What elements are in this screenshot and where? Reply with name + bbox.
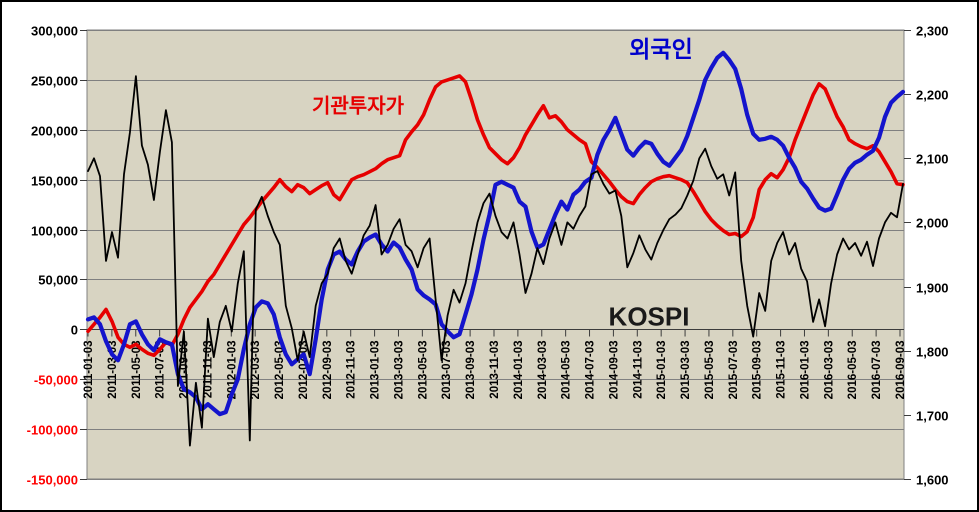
x-axis-tick-label: 2014-01-03 (513, 341, 525, 400)
x-axis-tick-label: 2011-05-03 (131, 341, 143, 399)
x-axis-tick-label: 2015-01-03 (656, 341, 668, 400)
x-axis-tick-label: 2014-03-03 (537, 341, 549, 400)
x-axis-tick-label: 2015-05-03 (704, 341, 716, 400)
right-axis-tick-label: 1,900 (916, 281, 949, 296)
plot-area (86, 29, 905, 480)
left-axis-tick-label: 300,000 (31, 24, 78, 39)
left-axis-tick-label: 50,000 (38, 273, 78, 288)
foreign-series-label: 외국인 (629, 36, 693, 62)
left-axis-tick-label: 200,000 (31, 124, 78, 139)
left-axis-tick-label: -100,000 (27, 423, 78, 438)
x-axis-tick-label: 2012-05-03 (274, 341, 286, 400)
right-axis-tick-label: 2,100 (916, 152, 949, 167)
x-axis-tick-label: 2014-11-03 (632, 341, 644, 399)
kospi-series-label: KOSPI (608, 301, 690, 332)
x-axis-tick-label: 2016-09-03 (895, 341, 907, 400)
institutional-series-label: 기관투자가 (312, 95, 404, 118)
kospi-line (87, 75, 904, 447)
x-axis-tick-label: 2015-03-03 (680, 341, 692, 400)
x-axis-tick-label: 2016-07-03 (871, 341, 883, 400)
right-axis-tick-label: 1,800 (916, 345, 949, 360)
x-axis-tick-label: 2015-11-03 (776, 341, 788, 399)
x-axis-tick-label: 2014-05-03 (561, 341, 573, 400)
x-axis-tick-label: 2012-11-03 (346, 341, 358, 399)
x-axis-tick-label: 2014-09-03 (608, 341, 620, 400)
x-axis-tick-label: 2013-05-03 (417, 341, 429, 400)
right-axis-tick-label: 2,300 (916, 24, 949, 39)
left-axis-tick-label: -50,000 (34, 373, 78, 388)
left-axis-tick-label: 0 (71, 323, 78, 338)
left-axis-tick-label: -150,000 (27, 473, 78, 488)
foreign-line (85, 50, 906, 417)
x-axis-tick-label: 2013-03-03 (393, 341, 405, 400)
x-axis-tick-label: 2011-03-03 (107, 341, 119, 399)
institutional-line (86, 74, 905, 358)
x-axis-tick-label: 2013-07-03 (441, 341, 453, 400)
x-axis-tick-label: 2013-09-03 (465, 341, 477, 400)
x-axis-tick-label: 2015-07-03 (728, 341, 740, 400)
right-axis-tick-label: 1,600 (916, 473, 949, 488)
x-axis-tick-label: 2015-09-03 (752, 341, 764, 400)
x-axis-tick-label: 2016-05-03 (847, 341, 859, 400)
right-axis-tick-label: 2,200 (916, 88, 949, 103)
x-axis-tick-label: 2012-09-03 (322, 341, 334, 400)
x-axis-tick-label: 2016-03-03 (823, 341, 835, 400)
left-axis-tick-label: 250,000 (31, 74, 78, 89)
left-axis-tick-label: 100,000 (31, 224, 78, 239)
right-axis-tick-label: 1,700 (916, 409, 949, 424)
x-axis-tick-label: 2013-01-03 (370, 341, 382, 400)
x-axis-tick-label: 2014-07-03 (585, 341, 597, 400)
x-axis-tick-label: 2013-11-03 (489, 341, 501, 399)
x-axis-tick-label: 2012-03-03 (250, 341, 262, 400)
x-axis-tick-label: 2011-01-03 (83, 341, 95, 399)
right-axis-tick-label: 2,000 (916, 216, 949, 231)
x-axis-tick-label: 2016-01-03 (799, 341, 811, 400)
x-axis-tick-label: 2011-07-03 (155, 341, 167, 399)
left-axis-tick-label: 150,000 (31, 174, 78, 189)
